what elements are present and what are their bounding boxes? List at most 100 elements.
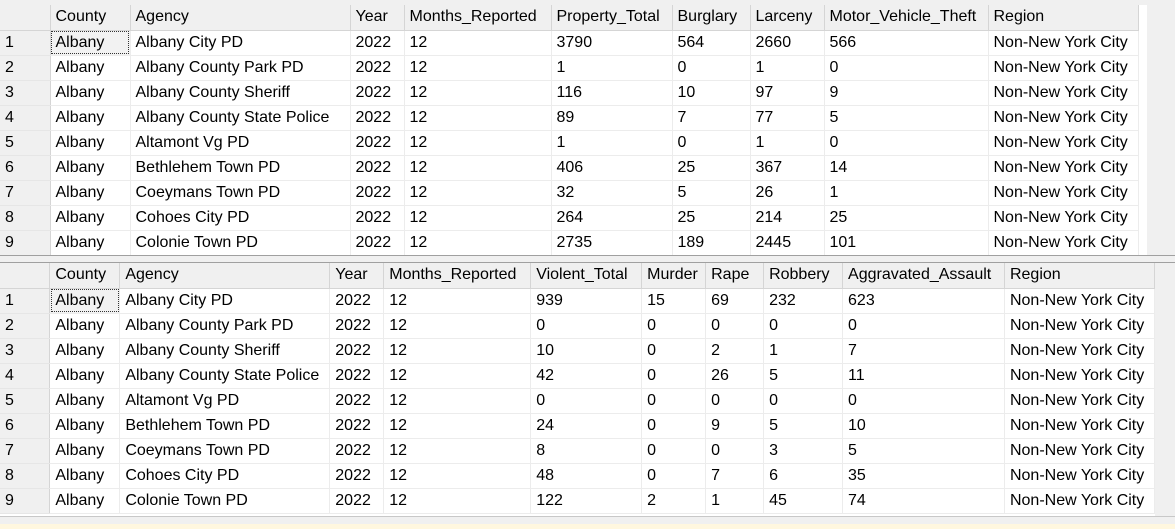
cell-rape[interactable]: 26 xyxy=(705,363,765,389)
row-number[interactable]: 2 xyxy=(0,313,51,339)
cell-larceny[interactable]: 1 xyxy=(750,130,825,156)
cell-rape[interactable]: 2 xyxy=(705,338,765,364)
cell-property-total[interactable]: 264 xyxy=(551,205,673,231)
cell-motor-vehicle-theft[interactable]: 0 xyxy=(824,55,989,81)
select-all-corner[interactable] xyxy=(0,5,51,31)
table-row[interactable]: 1 Albany Albany City PD 2022 12 939 15 69 232 623… xyxy=(0,288,1156,314)
cell-county[interactable]: Albany xyxy=(49,438,121,464)
cell-violent-total[interactable]: 8 xyxy=(530,438,643,464)
row-number[interactable]: 2 xyxy=(0,55,51,81)
cell-county[interactable]: Albany xyxy=(50,55,131,81)
cell-agency[interactable]: Albany County Sheriff xyxy=(119,338,331,364)
cell-murder[interactable]: 0 xyxy=(641,363,707,389)
cell-year[interactable]: 2022 xyxy=(350,80,405,106)
cell-property-total[interactable]: 89 xyxy=(551,105,673,131)
column-header-rape[interactable]: Rape xyxy=(705,263,765,289)
cell-county[interactable]: Albany xyxy=(50,230,131,256)
cell-rape[interactable]: 9 xyxy=(705,413,765,439)
cell-months-reported[interactable]: 12 xyxy=(383,488,532,514)
cell-year[interactable]: 2022 xyxy=(350,130,405,156)
table-row[interactable]: 6 Albany Bethlehem Town PD 2022 12 24 0 9 5 10 Non… xyxy=(0,413,1156,439)
scrollbar-track[interactable] xyxy=(0,524,1175,529)
cell-agency[interactable]: Albany County Sheriff xyxy=(130,80,351,106)
cell-violent-total[interactable]: 939 xyxy=(530,288,643,314)
row-number[interactable]: 8 xyxy=(0,463,51,489)
cell-robbery[interactable]: 0 xyxy=(763,313,844,339)
cell-murder[interactable]: 0 xyxy=(641,338,707,364)
cell-aggravated-assault[interactable]: 0 xyxy=(842,313,1005,339)
cell-agency[interactable]: Bethlehem Town PD xyxy=(119,413,331,439)
row-number[interactable]: 5 xyxy=(0,130,51,156)
cell-county[interactable]: Albany xyxy=(50,155,131,181)
cell-agency[interactable]: Cohoes City PD xyxy=(119,463,331,489)
row-number[interactable]: 6 xyxy=(0,155,51,181)
table-row[interactable]: 2 Albany Albany County Park PD 2022 12 0 0 0 0 0 N… xyxy=(0,313,1156,339)
results-grid-property[interactable]: County Agency Year Months_Reported Property_… xyxy=(0,5,1147,256)
cell-murder[interactable]: 0 xyxy=(641,438,707,464)
cell-motor-vehicle-theft[interactable]: 9 xyxy=(824,80,989,106)
table-row[interactable]: 8 Albany Cohoes City PD 2022 12 48 0 7 6 35 Non-Ne… xyxy=(0,463,1156,489)
cell-violent-total[interactable]: 24 xyxy=(530,413,643,439)
select-all-corner[interactable] xyxy=(0,263,51,289)
column-header-months-reported[interactable]: Months_Reported xyxy=(404,5,552,31)
table-row[interactable]: 4 Albany Albany County State Police 2022 12 8… xyxy=(0,105,1139,131)
cell-year[interactable]: 2022 xyxy=(350,205,405,231)
cell-motor-vehicle-theft[interactable]: 566 xyxy=(824,30,989,56)
table-row[interactable]: 2 Albany Albany County Park PD 2022 12 1 0 1 0 No… xyxy=(0,55,1139,81)
row-number[interactable]: 3 xyxy=(0,80,51,106)
cell-murder[interactable]: 0 xyxy=(641,388,707,414)
cell-property-total[interactable]: 1 xyxy=(551,130,673,156)
cell-county[interactable]: Albany xyxy=(49,488,121,514)
cell-violent-total[interactable]: 10 xyxy=(530,338,643,364)
cell-aggravated-assault[interactable]: 11 xyxy=(842,363,1005,389)
cell-property-total[interactable]: 2735 xyxy=(551,230,673,256)
cell-county[interactable]: Albany xyxy=(49,363,121,389)
cell-year[interactable]: 2022 xyxy=(329,313,385,339)
cell-region[interactable]: Non-New York City xyxy=(988,155,1139,181)
cell-year[interactable]: 2022 xyxy=(329,288,385,314)
cell-county[interactable]: Albany xyxy=(50,180,131,206)
results-grid-violent[interactable]: County Agency Year Months_Reported Violent_T… xyxy=(0,263,1156,516)
cell-agency[interactable]: Albany County State Police xyxy=(119,363,331,389)
column-header-year[interactable]: Year xyxy=(350,5,405,31)
cell-year[interactable]: 2022 xyxy=(329,438,385,464)
row-number[interactable]: 7 xyxy=(0,180,51,206)
column-header-agency[interactable]: Agency xyxy=(130,5,351,31)
row-number[interactable]: 8 xyxy=(0,205,51,231)
row-number[interactable]: 7 xyxy=(0,438,51,464)
cell-aggravated-assault[interactable]: 74 xyxy=(842,488,1005,514)
cell-rape[interactable]: 69 xyxy=(705,288,765,314)
cell-region[interactable]: Non-New York City xyxy=(1004,363,1156,389)
cell-robbery[interactable]: 232 xyxy=(763,288,844,314)
cell-months-reported[interactable]: 12 xyxy=(383,388,532,414)
cell-burglary[interactable]: 0 xyxy=(672,55,751,81)
table-row[interactable]: 8 Albany Cohoes City PD 2022 12 264 25 214 25 Non… xyxy=(0,205,1139,231)
cell-larceny[interactable]: 26 xyxy=(750,180,825,206)
cell-county[interactable]: Albany xyxy=(49,413,121,439)
cell-larceny[interactable]: 1 xyxy=(750,55,825,81)
cell-murder[interactable]: 0 xyxy=(641,313,707,339)
column-header-agency[interactable]: Agency xyxy=(119,263,331,289)
cell-burglary[interactable]: 5 xyxy=(672,180,751,206)
cell-aggravated-assault[interactable]: 35 xyxy=(842,463,1005,489)
horizontal-scrollbar[interactable] xyxy=(0,516,1175,529)
column-header-motor-vehicle-theft[interactable]: Motor_Vehicle_Theft xyxy=(824,5,989,31)
cell-rape[interactable]: 7 xyxy=(705,463,765,489)
cell-burglary[interactable]: 7 xyxy=(672,105,751,131)
column-header-county[interactable]: County xyxy=(49,263,121,289)
cell-months-reported[interactable]: 12 xyxy=(404,205,552,231)
cell-year[interactable]: 2022 xyxy=(350,105,405,131)
cell-agency[interactable]: Colonie Town PD xyxy=(119,488,331,514)
cell-agency[interactable]: Altamont Vg PD xyxy=(130,130,351,156)
cell-aggravated-assault[interactable]: 623 xyxy=(842,288,1005,314)
cell-agency[interactable]: Albany City PD xyxy=(119,288,331,314)
cell-burglary[interactable]: 10 xyxy=(672,80,751,106)
cell-burglary[interactable]: 0 xyxy=(672,130,751,156)
cell-months-reported[interactable]: 12 xyxy=(383,438,532,464)
cell-county[interactable]: Albany xyxy=(50,105,131,131)
cell-aggravated-assault[interactable]: 0 xyxy=(842,388,1005,414)
cell-property-total[interactable]: 116 xyxy=(551,80,673,106)
cell-rape[interactable]: 0 xyxy=(705,313,765,339)
table-row[interactable]: 5 Albany Altamont Vg PD 2022 12 0 0 0 0 0 Non-New … xyxy=(0,388,1156,414)
cell-months-reported[interactable]: 12 xyxy=(404,105,552,131)
